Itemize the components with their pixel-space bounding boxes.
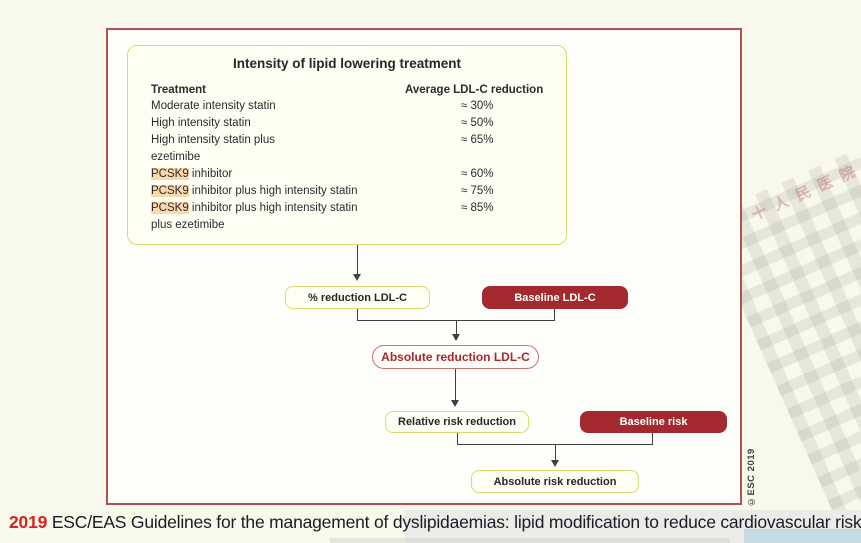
baseline-risk-box: Baseline risk [580, 411, 727, 433]
reduction-value: ≈ 75% [461, 185, 494, 197]
connector-table-to-pct [357, 245, 358, 274]
treatment-text: inhibitor plus high intensity statin [188, 185, 358, 197]
connector-to-relative-risk [455, 369, 456, 400]
esc-copyright-label: ©ESC 2019 [746, 448, 757, 507]
connector-merge-risk [457, 433, 653, 445]
treatment-text: High intensity statin [151, 117, 251, 129]
column-header-reduction: Average LDL-C reduction [405, 84, 544, 96]
treatment-cell: PCSK9 inhibitor plus high intensity stat… [128, 200, 405, 234]
treatment-rows: Moderate intensity statin ≈ 30% High inten… [128, 98, 566, 234]
caption-year: 2019 [9, 512, 48, 532]
treatment-text: Moderate intensity statin [151, 100, 276, 112]
treatment-text: inhibitor [188, 168, 233, 180]
relative-risk-reduction-box: Relative risk reduction [385, 411, 529, 433]
slide-caption: 2019 ESC/EAS Guidelines for the manageme… [9, 512, 861, 533]
connector-to-absolute-risk [555, 445, 556, 460]
table-row: High intensity statin ≈ 50% [128, 115, 566, 132]
treatment-cell: PCSK9 inhibitor plus high intensity stat… [128, 183, 405, 200]
reduction-value: ≈ 50% [461, 117, 494, 129]
arrowhead-icon [451, 400, 459, 407]
reduction-value: ≈ 85% [461, 202, 494, 214]
photo-strip-blue [744, 529, 861, 543]
reduction-value: ≈ 30% [461, 100, 494, 112]
figure-panel: Intensity of lipid lowering treatment Tr… [106, 28, 742, 505]
connector-merge-ldl [357, 309, 555, 321]
treatment-text: inhibitor plus high intensity statin [188, 202, 358, 214]
caption-text: ESC/EAS Guidelines for the management of… [51, 512, 861, 532]
table-title: Intensity of lipid lowering treatment [232, 56, 462, 71]
treatment-text: plus ezetimibe [151, 219, 225, 231]
treatment-cell: Moderate intensity statin [128, 98, 405, 115]
treatment-cell: High intensity statin [128, 115, 405, 132]
pct-reduction-ldl-box: % reduction LDL-C [285, 286, 430, 309]
arrowhead-icon [452, 334, 460, 341]
absolute-risk-reduction-box: Absolute risk reduction [471, 470, 639, 493]
reduction-value: ≈ 65% [461, 134, 494, 146]
treatment-text: ezetimibe [151, 151, 201, 163]
photo-strip-gray [330, 538, 730, 543]
absolute-reduction-ldl-box: Absolute reduction LDL-C [372, 345, 539, 369]
pcsk9-highlight: PCSK9 [151, 202, 189, 214]
table-row: PCSK9 inhibitor plus high intensity stat… [128, 200, 566, 234]
table-row: Moderate intensity statin ≈ 30% [128, 98, 566, 115]
pcsk9-highlight: PCSK9 [151, 168, 189, 180]
table-row: PCSK9 inhibitor plus high intensity stat… [128, 183, 566, 200]
table-row: PCSK9 inhibitor ≈ 60% [128, 166, 566, 183]
connector-to-absolute-ldl [456, 321, 457, 334]
table-header: Treatment Average LDL-C reduction [128, 84, 566, 96]
treatment-text: High intensity statin plus [151, 134, 276, 146]
baseline-ldl-box: Baseline LDL-C [482, 286, 628, 309]
treatment-cell: PCSK9 inhibitor [128, 166, 405, 183]
pcsk9-highlight: PCSK9 [151, 185, 189, 197]
reduction-value: ≈ 60% [461, 168, 494, 180]
column-header-treatment: Treatment [151, 84, 206, 96]
intensity-table-box: Intensity of lipid lowering treatment Tr… [127, 45, 567, 245]
arrowhead-icon [353, 274, 361, 281]
arrowhead-icon [551, 460, 559, 467]
table-row: High intensity statin plus ezetimibe ≈ 65% [128, 132, 566, 166]
treatment-cell: High intensity statin plus ezetimibe [128, 132, 405, 166]
